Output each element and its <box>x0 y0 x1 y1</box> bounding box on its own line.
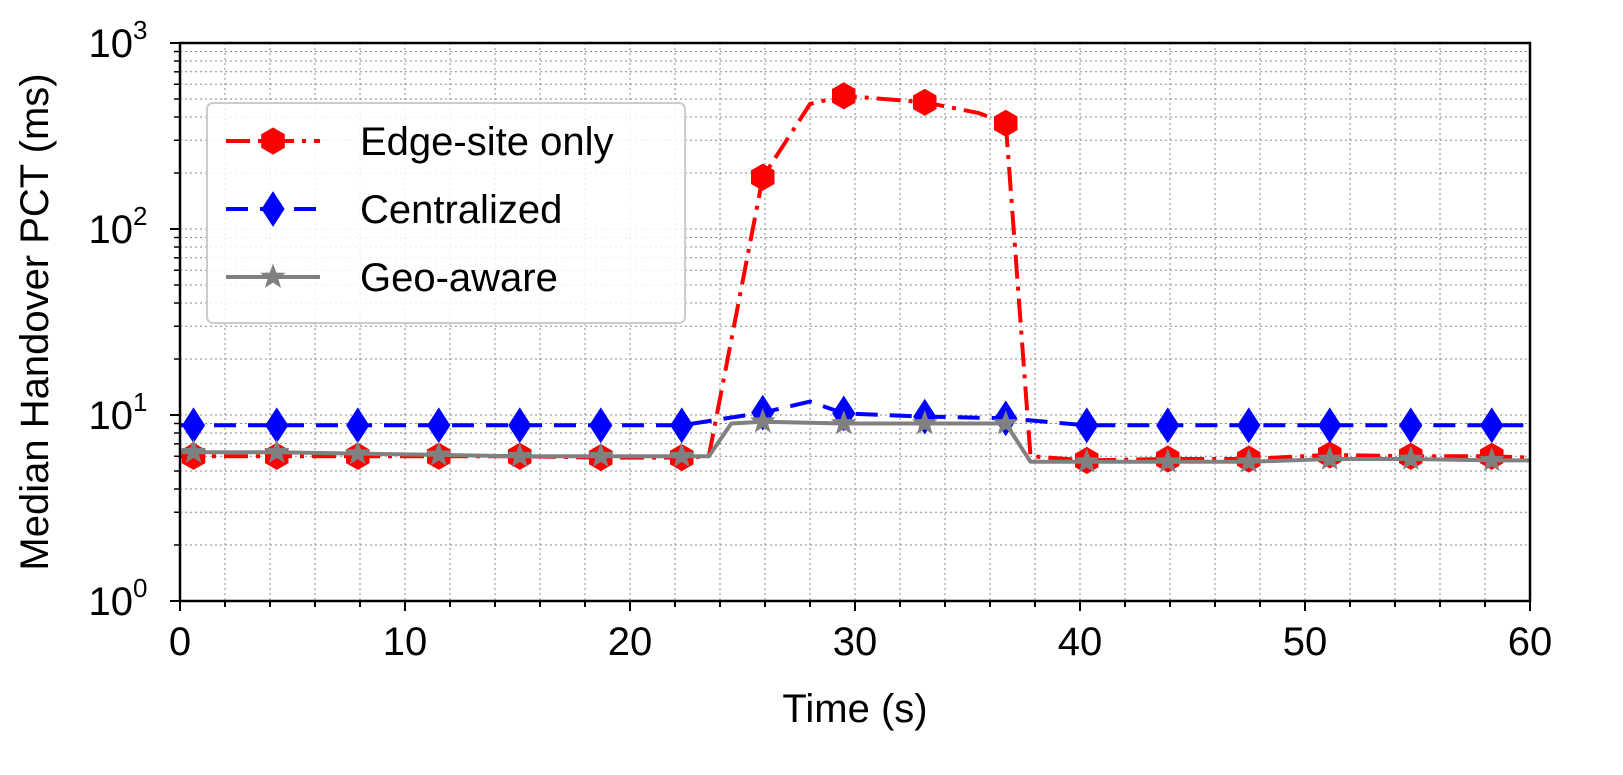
data-point <box>425 441 452 466</box>
legend-box <box>206 102 686 324</box>
data-point <box>751 163 775 191</box>
data-point <box>913 88 937 116</box>
data-point <box>265 407 289 444</box>
legend-item: Edge-site only <box>226 120 613 164</box>
series-line <box>180 399 1530 428</box>
legend-marker <box>261 191 285 227</box>
data-point <box>749 408 776 433</box>
series-geo-aware <box>180 408 1530 473</box>
series-line <box>180 419 1530 464</box>
legend-marker <box>261 127 285 155</box>
y-tick-label: 102 <box>89 201 148 252</box>
data-point <box>1154 448 1181 473</box>
data-point <box>180 438 207 464</box>
legend-item: Geo-aware <box>226 256 558 300</box>
legend-marker <box>260 263 286 288</box>
data-point <box>911 410 938 435</box>
legend-label: Centralized <box>360 188 562 232</box>
data-point <box>994 109 1018 137</box>
x-tick-label: 40 <box>1058 620 1103 664</box>
data-point <box>344 440 371 465</box>
data-point <box>1075 407 1099 444</box>
data-point <box>1397 445 1424 470</box>
ticks: 0 10 20 30 40 50 60 100 101 102 103 <box>89 15 1553 664</box>
data-point <box>181 407 206 444</box>
data-point <box>506 442 533 468</box>
data-point <box>508 407 532 444</box>
data-point <box>1073 448 1100 473</box>
y-axis-title: Median Handover PCT (ms) <box>13 73 57 570</box>
data-point <box>832 82 856 110</box>
data-point <box>1318 407 1342 444</box>
data-point <box>1480 407 1504 444</box>
data-point <box>263 438 290 464</box>
legend: Edge-site only Centralized Geo-aware <box>206 102 686 324</box>
x-tick-label: 0 <box>169 620 191 664</box>
data-point <box>670 407 694 444</box>
x-tick-label: 10 <box>383 620 428 664</box>
data-point <box>587 442 614 468</box>
x-tick-label: 20 <box>608 620 653 664</box>
y-tick-label: 103 <box>89 15 148 66</box>
legend-label: Edge-site only <box>360 120 613 164</box>
data-point <box>346 407 370 444</box>
series-layer <box>180 82 1531 474</box>
data-point <box>1156 407 1180 444</box>
y-tick-label: 101 <box>89 387 148 438</box>
data-point <box>427 407 451 444</box>
data-point <box>1399 407 1423 444</box>
data-point <box>589 407 613 444</box>
data-point <box>668 442 695 468</box>
data-point <box>830 410 857 435</box>
y-tick-label: 100 <box>89 573 148 624</box>
data-point <box>1235 448 1262 473</box>
data-point <box>1316 445 1343 470</box>
x-tick-label: 30 <box>833 620 878 664</box>
x-axis-title: Time (s) <box>782 687 927 731</box>
legend-label: Geo-aware <box>360 256 558 300</box>
legend-item: Centralized <box>226 188 562 232</box>
data-point <box>1478 446 1505 472</box>
data-point <box>1237 407 1261 444</box>
data-point <box>992 410 1019 435</box>
x-tick-label: 60 <box>1508 620 1553 664</box>
x-tick-label: 50 <box>1283 620 1328 664</box>
